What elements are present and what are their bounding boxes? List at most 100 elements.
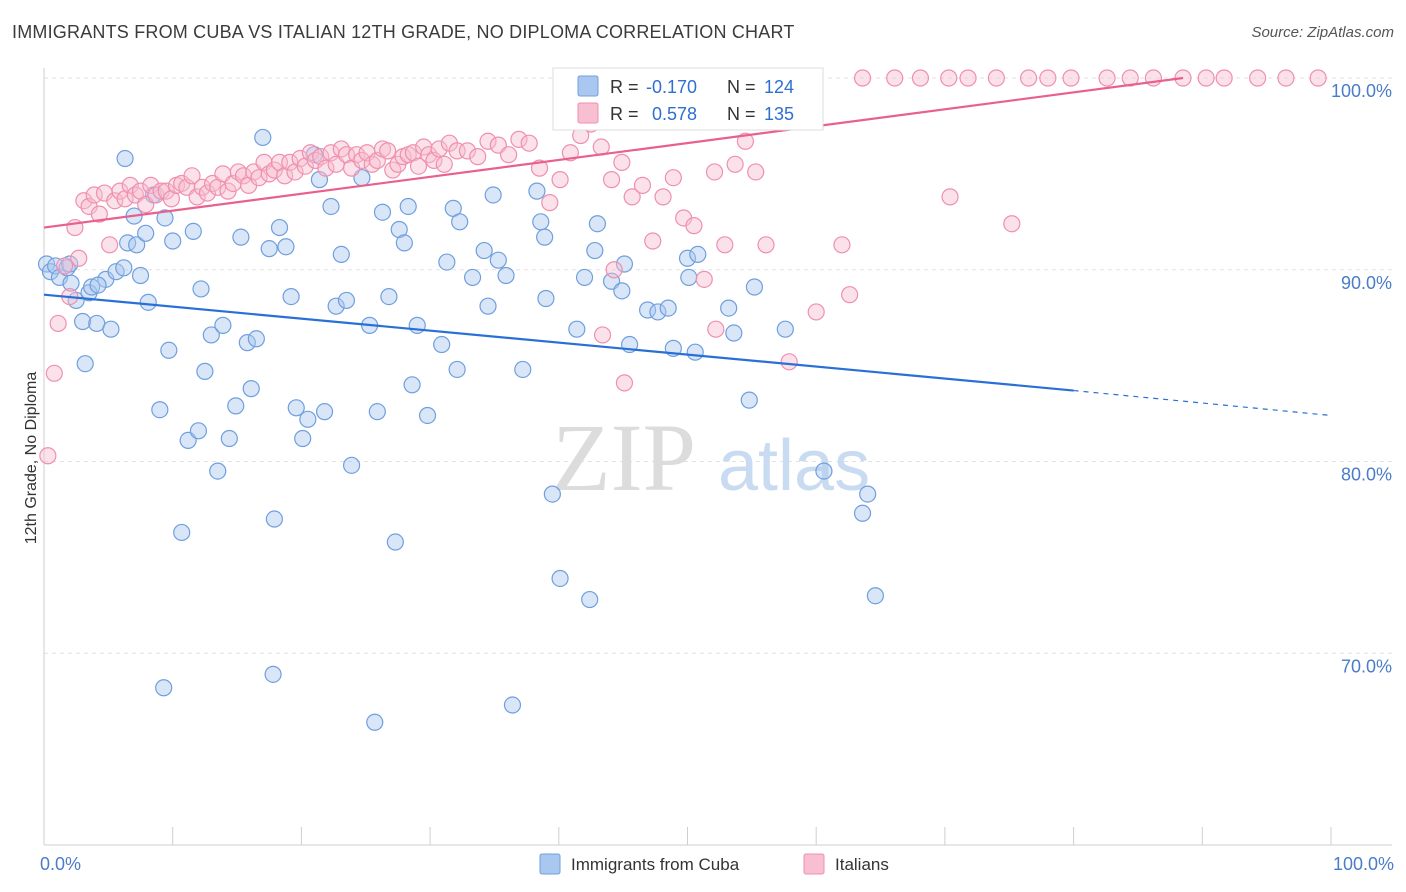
point-cuba	[131, 266, 150, 285]
point-cuba	[115, 259, 133, 277]
point-cuba	[649, 303, 667, 321]
legend-r-label-italians: R =	[610, 104, 639, 124]
point-cuba	[270, 218, 289, 237]
point-italians	[911, 69, 930, 87]
point-italians	[959, 69, 977, 87]
point-cuba	[639, 301, 657, 319]
point-cuba	[366, 713, 384, 731]
point-italians	[101, 236, 119, 254]
point-italians	[458, 142, 477, 160]
point-cuba	[537, 289, 555, 308]
trend-line-cuba	[43, 293, 1074, 392]
point-cuba	[102, 320, 120, 338]
point-italians	[644, 232, 662, 250]
point-cuba	[260, 240, 278, 258]
point-cuba	[489, 251, 507, 269]
y-tick-label: 100.0%	[1331, 81, 1392, 101]
point-cuba	[282, 287, 300, 306]
point-cuba	[859, 485, 877, 503]
legend-r-label-cuba: R =	[610, 77, 639, 97]
point-cuba	[173, 523, 191, 542]
point-cuba	[586, 241, 604, 260]
point-italians	[853, 69, 872, 87]
point-cuba	[214, 316, 232, 334]
point-italians	[705, 163, 724, 181]
bottom-legend-label-cuba: Immigrants from Cuba	[571, 855, 740, 874]
point-italians	[1019, 69, 1038, 87]
point-cuba	[83, 278, 101, 296]
point-italians	[250, 169, 268, 187]
point-italians	[479, 132, 497, 150]
point-cuba	[342, 456, 361, 474]
stats-legend: R = -0.170 N = 124 R = 0.578 N = 135	[552, 67, 824, 131]
y-tick-label: 90.0%	[1341, 273, 1392, 293]
point-italians	[940, 69, 958, 87]
point-cuba	[815, 462, 833, 480]
point-cuba	[242, 380, 260, 398]
point-cuba	[659, 299, 677, 317]
point-cuba	[128, 236, 146, 254]
point-cuba	[532, 213, 550, 231]
point-cuba	[403, 376, 421, 394]
point-italians	[695, 270, 713, 288]
point-cuba	[740, 391, 758, 409]
point-italians	[500, 146, 518, 164]
point-cuba	[433, 335, 451, 354]
point-cuba	[373, 203, 392, 221]
point-italians	[833, 236, 851, 254]
point-cuba	[332, 245, 350, 264]
point-cuba	[853, 504, 872, 522]
point-cuba	[227, 397, 245, 415]
point-cuba	[116, 149, 134, 168]
point-italians	[987, 69, 1005, 87]
point-cuba	[680, 268, 698, 287]
point-cuba	[613, 282, 631, 300]
point-italians	[90, 205, 108, 223]
point-cuba	[139, 293, 157, 311]
trend-line-cuba-extension	[1073, 389, 1332, 417]
point-cuba	[232, 228, 250, 246]
point-cuba	[484, 186, 502, 204]
point-italians	[520, 134, 538, 152]
point-italians	[379, 142, 397, 160]
point-italians	[142, 176, 160, 194]
point-cuba	[581, 590, 599, 609]
watermark-atlas: atlas	[718, 426, 870, 506]
point-italians	[49, 314, 67, 333]
y-tick-label: 70.0%	[1341, 656, 1392, 676]
point-cuba	[448, 360, 466, 379]
point-italians	[613, 153, 631, 171]
point-cuba	[184, 222, 202, 240]
point-italians	[510, 130, 528, 148]
point-cuba	[238, 334, 256, 352]
point-cuba	[209, 462, 227, 480]
point-cuba	[189, 422, 208, 440]
point-cuba	[678, 249, 697, 267]
trend-line-italians	[43, 76, 1184, 229]
point-cuba	[160, 341, 178, 359]
point-italians	[605, 261, 623, 279]
point-cuba	[322, 197, 340, 216]
point-cuba	[720, 299, 738, 317]
point-cuba	[395, 234, 413, 252]
point-cuba	[568, 320, 586, 338]
point-italians	[726, 155, 744, 173]
point-italians	[1197, 69, 1215, 87]
point-italians	[736, 132, 755, 150]
point-italians	[615, 374, 634, 392]
point-italians	[707, 320, 725, 338]
point-cuba	[264, 665, 282, 683]
point-cuba	[725, 324, 743, 342]
y-tick-label: 80.0%	[1341, 465, 1392, 485]
point-cuba	[866, 587, 885, 605]
point-italians	[39, 447, 57, 465]
point-italians	[780, 353, 798, 371]
point-italians	[593, 326, 612, 344]
point-cuba	[528, 182, 546, 200]
point-italians	[602, 171, 621, 189]
point-italians	[664, 169, 682, 187]
point-italians	[541, 194, 559, 212]
point-cuba	[551, 569, 569, 588]
point-italians	[409, 157, 428, 175]
x-tick-label: 0.0%	[40, 854, 81, 874]
